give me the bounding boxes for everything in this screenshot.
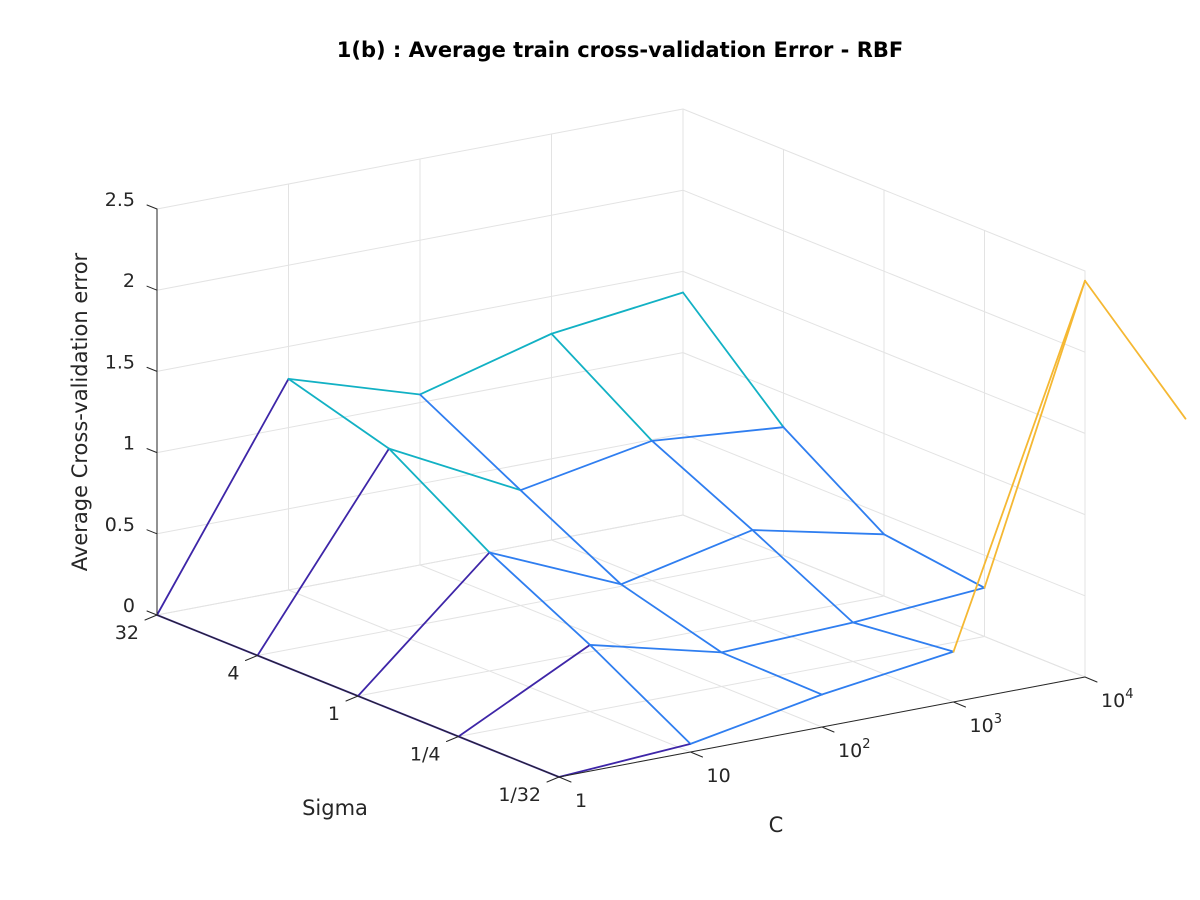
grid-line [156, 108, 684, 210]
y-tick-mark [144, 614, 158, 621]
y-tick-label: 1 [328, 703, 340, 725]
grid-line [156, 514, 684, 616]
x-tick-mark [1084, 676, 1098, 683]
mesh-line [156, 377, 290, 616]
chart-title: 1(b) : Average train cross-validation Er… [337, 38, 903, 62]
y-tick-mark [345, 695, 359, 702]
grid-lines [156, 108, 1086, 778]
mesh-line [751, 529, 854, 624]
grid-line [458, 636, 985, 737]
mesh-surface [156, 279, 1187, 778]
mesh-line [457, 644, 591, 738]
x-tick-mark [953, 701, 966, 708]
grid-line [156, 189, 684, 291]
axes [144, 204, 1098, 783]
grid-line [682, 189, 1086, 353]
grid-line [682, 108, 1086, 272]
grid-line [156, 433, 684, 535]
mesh-line [852, 621, 955, 653]
y-tick-label: 4 [227, 663, 239, 685]
x-axis-label: C [769, 813, 784, 837]
mesh-line [488, 551, 591, 646]
mesh-line [287, 377, 390, 450]
mesh-line [782, 426, 885, 536]
mesh-line [388, 447, 491, 554]
mesh-line [620, 583, 723, 654]
y-tick-mark [245, 655, 258, 661]
mesh-line [720, 651, 823, 696]
z-tick-label: 1 [123, 433, 135, 455]
mesh-line [550, 291, 684, 335]
mesh-line [682, 291, 785, 429]
x-tick-mark [690, 751, 703, 758]
mesh-line [419, 332, 553, 396]
mesh-line [651, 426, 785, 442]
mesh-line [357, 551, 491, 697]
mesh-line [558, 742, 692, 778]
y-tick-label: 1/32 [498, 784, 541, 806]
y-axis-label: Sigma [302, 796, 368, 820]
mesh-line [751, 529, 885, 536]
x-tick-label: 104 [1101, 687, 1133, 712]
mesh-line [256, 447, 390, 657]
x-tick-mark [821, 726, 835, 733]
x-tick-exponent: 2 [862, 737, 870, 752]
mesh-line [419, 393, 522, 492]
mesh-line [550, 332, 653, 442]
z-tick-mark [146, 285, 158, 291]
y-tick-label: 32 [115, 622, 139, 644]
mesh-line [388, 447, 522, 492]
mesh-line [589, 644, 692, 745]
grid-line [682, 433, 1086, 597]
mesh-line [287, 377, 421, 396]
y-tick-mark [546, 776, 560, 783]
z-tick-label: 2 [123, 270, 135, 292]
x-tick-exponent: 3 [994, 712, 1002, 727]
mesh-line [852, 586, 986, 624]
mesh-line [883, 533, 986, 589]
grid-line [682, 270, 1086, 434]
mesh-line [952, 279, 1086, 653]
z-tick-mark [146, 204, 158, 210]
x-tick-label: 10 [707, 765, 731, 787]
mesh-line [821, 650, 955, 696]
mesh-line [1084, 279, 1187, 420]
grid-line [156, 270, 684, 372]
z-tick-mark [146, 448, 158, 454]
x-tick-label: 1 [575, 790, 587, 812]
mesh-line [651, 439, 754, 531]
z-tick-label: 0 [123, 595, 135, 617]
mesh-line [589, 644, 723, 654]
z-tick-label: 0.5 [105, 514, 135, 536]
y-tick-mark [446, 736, 459, 742]
z-tick-label: 2.5 [105, 189, 135, 211]
z-tick-label: 1.5 [105, 351, 135, 373]
mesh-line [620, 529, 754, 586]
z-tick-mark [146, 610, 158, 616]
grid-line [257, 555, 784, 656]
y-tick-label: 1/4 [410, 744, 441, 766]
mesh-line [689, 693, 823, 745]
x-tick-mark [558, 776, 572, 783]
z-axis-label: Average Cross-validation error [68, 252, 92, 571]
mesh-line [488, 551, 622, 586]
z-tick-mark [146, 366, 158, 372]
x-tick-exponent: 4 [1125, 687, 1133, 702]
mesh-line [983, 279, 1086, 589]
mesh-line [519, 489, 622, 586]
mesh-line [519, 439, 653, 492]
grid-line [156, 352, 684, 454]
z-tick-mark [146, 529, 158, 535]
mesh-line [720, 621, 854, 654]
